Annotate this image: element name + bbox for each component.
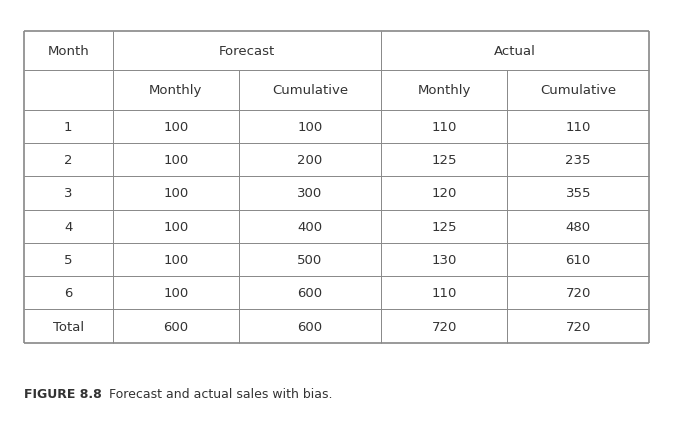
Text: 3: 3 bbox=[64, 187, 73, 200]
Text: 100: 100 bbox=[164, 187, 188, 200]
Text: 300: 300 bbox=[297, 187, 322, 200]
Text: 100: 100 bbox=[164, 287, 188, 299]
Text: Monthly: Monthly bbox=[149, 84, 203, 97]
Text: 100: 100 bbox=[297, 121, 322, 133]
Text: Monthly: Monthly bbox=[417, 84, 471, 97]
Text: 4: 4 bbox=[64, 220, 73, 233]
Text: 480: 480 bbox=[566, 220, 591, 233]
Text: 125: 125 bbox=[431, 220, 457, 233]
Text: 500: 500 bbox=[297, 253, 322, 266]
Text: 120: 120 bbox=[431, 187, 457, 200]
Text: 2: 2 bbox=[64, 154, 73, 167]
Text: Cumulative: Cumulative bbox=[272, 84, 348, 97]
Text: 100: 100 bbox=[164, 121, 188, 133]
Text: 600: 600 bbox=[297, 320, 322, 333]
Text: 720: 720 bbox=[565, 320, 591, 333]
Text: FIGURE 8.8: FIGURE 8.8 bbox=[24, 388, 102, 400]
Text: Month: Month bbox=[47, 45, 89, 58]
Text: 200: 200 bbox=[297, 154, 322, 167]
Text: 100: 100 bbox=[164, 253, 188, 266]
Text: 110: 110 bbox=[431, 121, 457, 133]
Text: 100: 100 bbox=[164, 220, 188, 233]
Text: 5: 5 bbox=[64, 253, 73, 266]
Text: 720: 720 bbox=[565, 287, 591, 299]
Text: 400: 400 bbox=[297, 220, 322, 233]
Text: 130: 130 bbox=[431, 253, 457, 266]
Text: 1: 1 bbox=[64, 121, 73, 133]
Text: Forecast: Forecast bbox=[219, 45, 275, 58]
Text: 720: 720 bbox=[431, 320, 457, 333]
Text: 125: 125 bbox=[431, 154, 457, 167]
Text: 235: 235 bbox=[565, 154, 591, 167]
Text: 610: 610 bbox=[565, 253, 591, 266]
Text: 600: 600 bbox=[297, 287, 322, 299]
Text: Forecast and actual sales with bias.: Forecast and actual sales with bias. bbox=[101, 388, 332, 400]
Text: 600: 600 bbox=[164, 320, 188, 333]
Text: Total: Total bbox=[52, 320, 84, 333]
Text: 110: 110 bbox=[565, 121, 591, 133]
Text: Actual: Actual bbox=[495, 45, 536, 58]
Text: 355: 355 bbox=[565, 187, 591, 200]
Text: 6: 6 bbox=[64, 287, 73, 299]
Text: 110: 110 bbox=[431, 287, 457, 299]
Text: Cumulative: Cumulative bbox=[540, 84, 616, 97]
Text: 100: 100 bbox=[164, 154, 188, 167]
